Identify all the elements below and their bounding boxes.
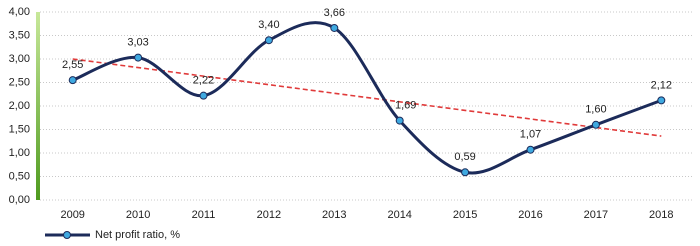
x-tick-label: 2017: [584, 209, 608, 221]
data-label: 2,22: [193, 75, 214, 87]
x-tick-label: 2014: [387, 209, 411, 221]
y-tick-label: 0,00: [9, 194, 30, 206]
legend-marker: [63, 231, 71, 239]
y-tick-label: 2,50: [9, 76, 30, 88]
data-label: 3,40: [258, 19, 279, 31]
y-axis-bar: [36, 12, 40, 200]
trend-line: [72, 58, 662, 137]
y-tick-label: 3,00: [9, 53, 30, 65]
y-tick-label: 1,50: [9, 123, 30, 135]
data-label: 1,69: [395, 99, 416, 111]
point-marker: [330, 23, 339, 32]
x-tick-label: 2010: [126, 209, 150, 221]
x-tick-label: 2009: [60, 209, 84, 221]
data-label: 3,66: [324, 7, 345, 19]
data-label: 1,07: [520, 129, 541, 141]
legend-label: Net profit ratio, %: [95, 229, 180, 241]
data-label: 1,60: [585, 104, 606, 116]
y-tick-label: 0,50: [9, 170, 30, 182]
point-marker: [591, 120, 600, 129]
data-label: 2,12: [651, 79, 672, 91]
point-marker: [199, 91, 208, 100]
y-tick-label: 3,50: [9, 29, 30, 41]
point-marker: [134, 53, 143, 62]
x-tick-label: 2012: [257, 209, 281, 221]
x-tick-label: 2015: [453, 209, 477, 221]
x-tick-label: 2013: [322, 209, 346, 221]
data-label: 3,03: [127, 36, 148, 48]
data-label: 2,55: [62, 59, 83, 71]
point-marker: [264, 36, 273, 45]
x-tick-label: 2018: [649, 209, 673, 221]
point-marker: [461, 168, 470, 177]
point-marker: [395, 116, 404, 125]
series-line: [72, 21, 662, 175]
y-tick-label: 4,00: [9, 6, 30, 18]
point-marker: [657, 96, 666, 105]
point-marker: [68, 76, 77, 85]
data-label: 0,59: [454, 151, 475, 163]
x-tick-label: 2011: [192, 209, 216, 221]
x-tick-label: 2016: [518, 209, 542, 221]
y-tick-label: 1,00: [9, 147, 30, 159]
point-marker: [526, 145, 535, 154]
y-tick-label: 2,00: [9, 100, 30, 112]
